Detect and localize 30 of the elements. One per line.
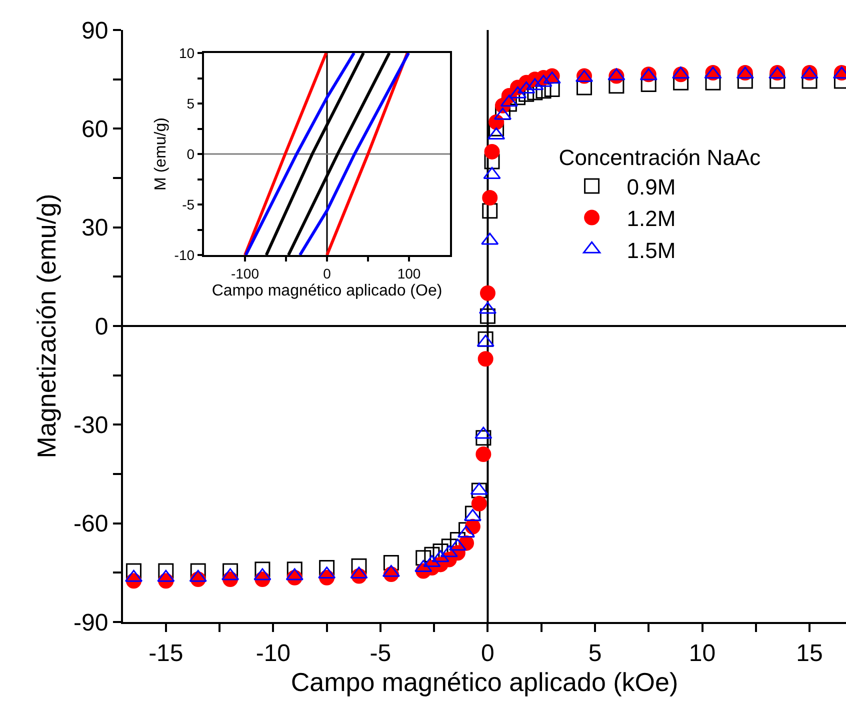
y-tick-label: 30 — [81, 214, 108, 242]
y-tick-label: 0 — [94, 313, 108, 340]
y-axis-title: Magnetización (emu/g) — [31, 194, 62, 458]
x-tick-label: -5 — [370, 640, 392, 667]
x-tick-label: 15 — [796, 640, 823, 667]
y-tick-label: -60 — [74, 510, 108, 538]
y-tick-label: 90 — [81, 17, 108, 44]
legend-label: 1.2M — [626, 206, 676, 232]
x-axis-title: Campo magnético aplicado (kOe) — [290, 666, 678, 697]
legend-label: 0.9M — [626, 174, 676, 200]
x-tick-label: 5 — [588, 640, 602, 667]
y-axis-title: M (emu/g) — [152, 118, 170, 190]
x-tick-label: -15 — [148, 640, 184, 667]
y-tick-label: 60 — [81, 116, 108, 144]
y-tick-label: 10 — [178, 44, 195, 61]
x-tick-label: -100 — [230, 265, 260, 282]
x-tick-label: 10 — [688, 640, 716, 667]
y-tick-label: -10 — [174, 246, 195, 263]
x-axis-title: Campo magnético aplicado (Oe) — [212, 282, 442, 300]
x-tick-label: 0 — [323, 265, 332, 282]
y-tick-label: -90 — [74, 609, 108, 636]
legend-title: Concentración NaAc — [558, 145, 761, 170]
y-tick-label: 5 — [186, 95, 195, 112]
x-tick-label: 100 — [397, 265, 421, 282]
x-tick-label: -10 — [256, 640, 291, 667]
y-tick-label: 0 — [186, 146, 195, 162]
legend-label: 1.5M — [626, 238, 676, 263]
y-tick-label: -30 — [74, 412, 108, 440]
x-tick-label: 0 — [481, 640, 494, 667]
y-tick-label: -5 — [182, 196, 195, 212]
